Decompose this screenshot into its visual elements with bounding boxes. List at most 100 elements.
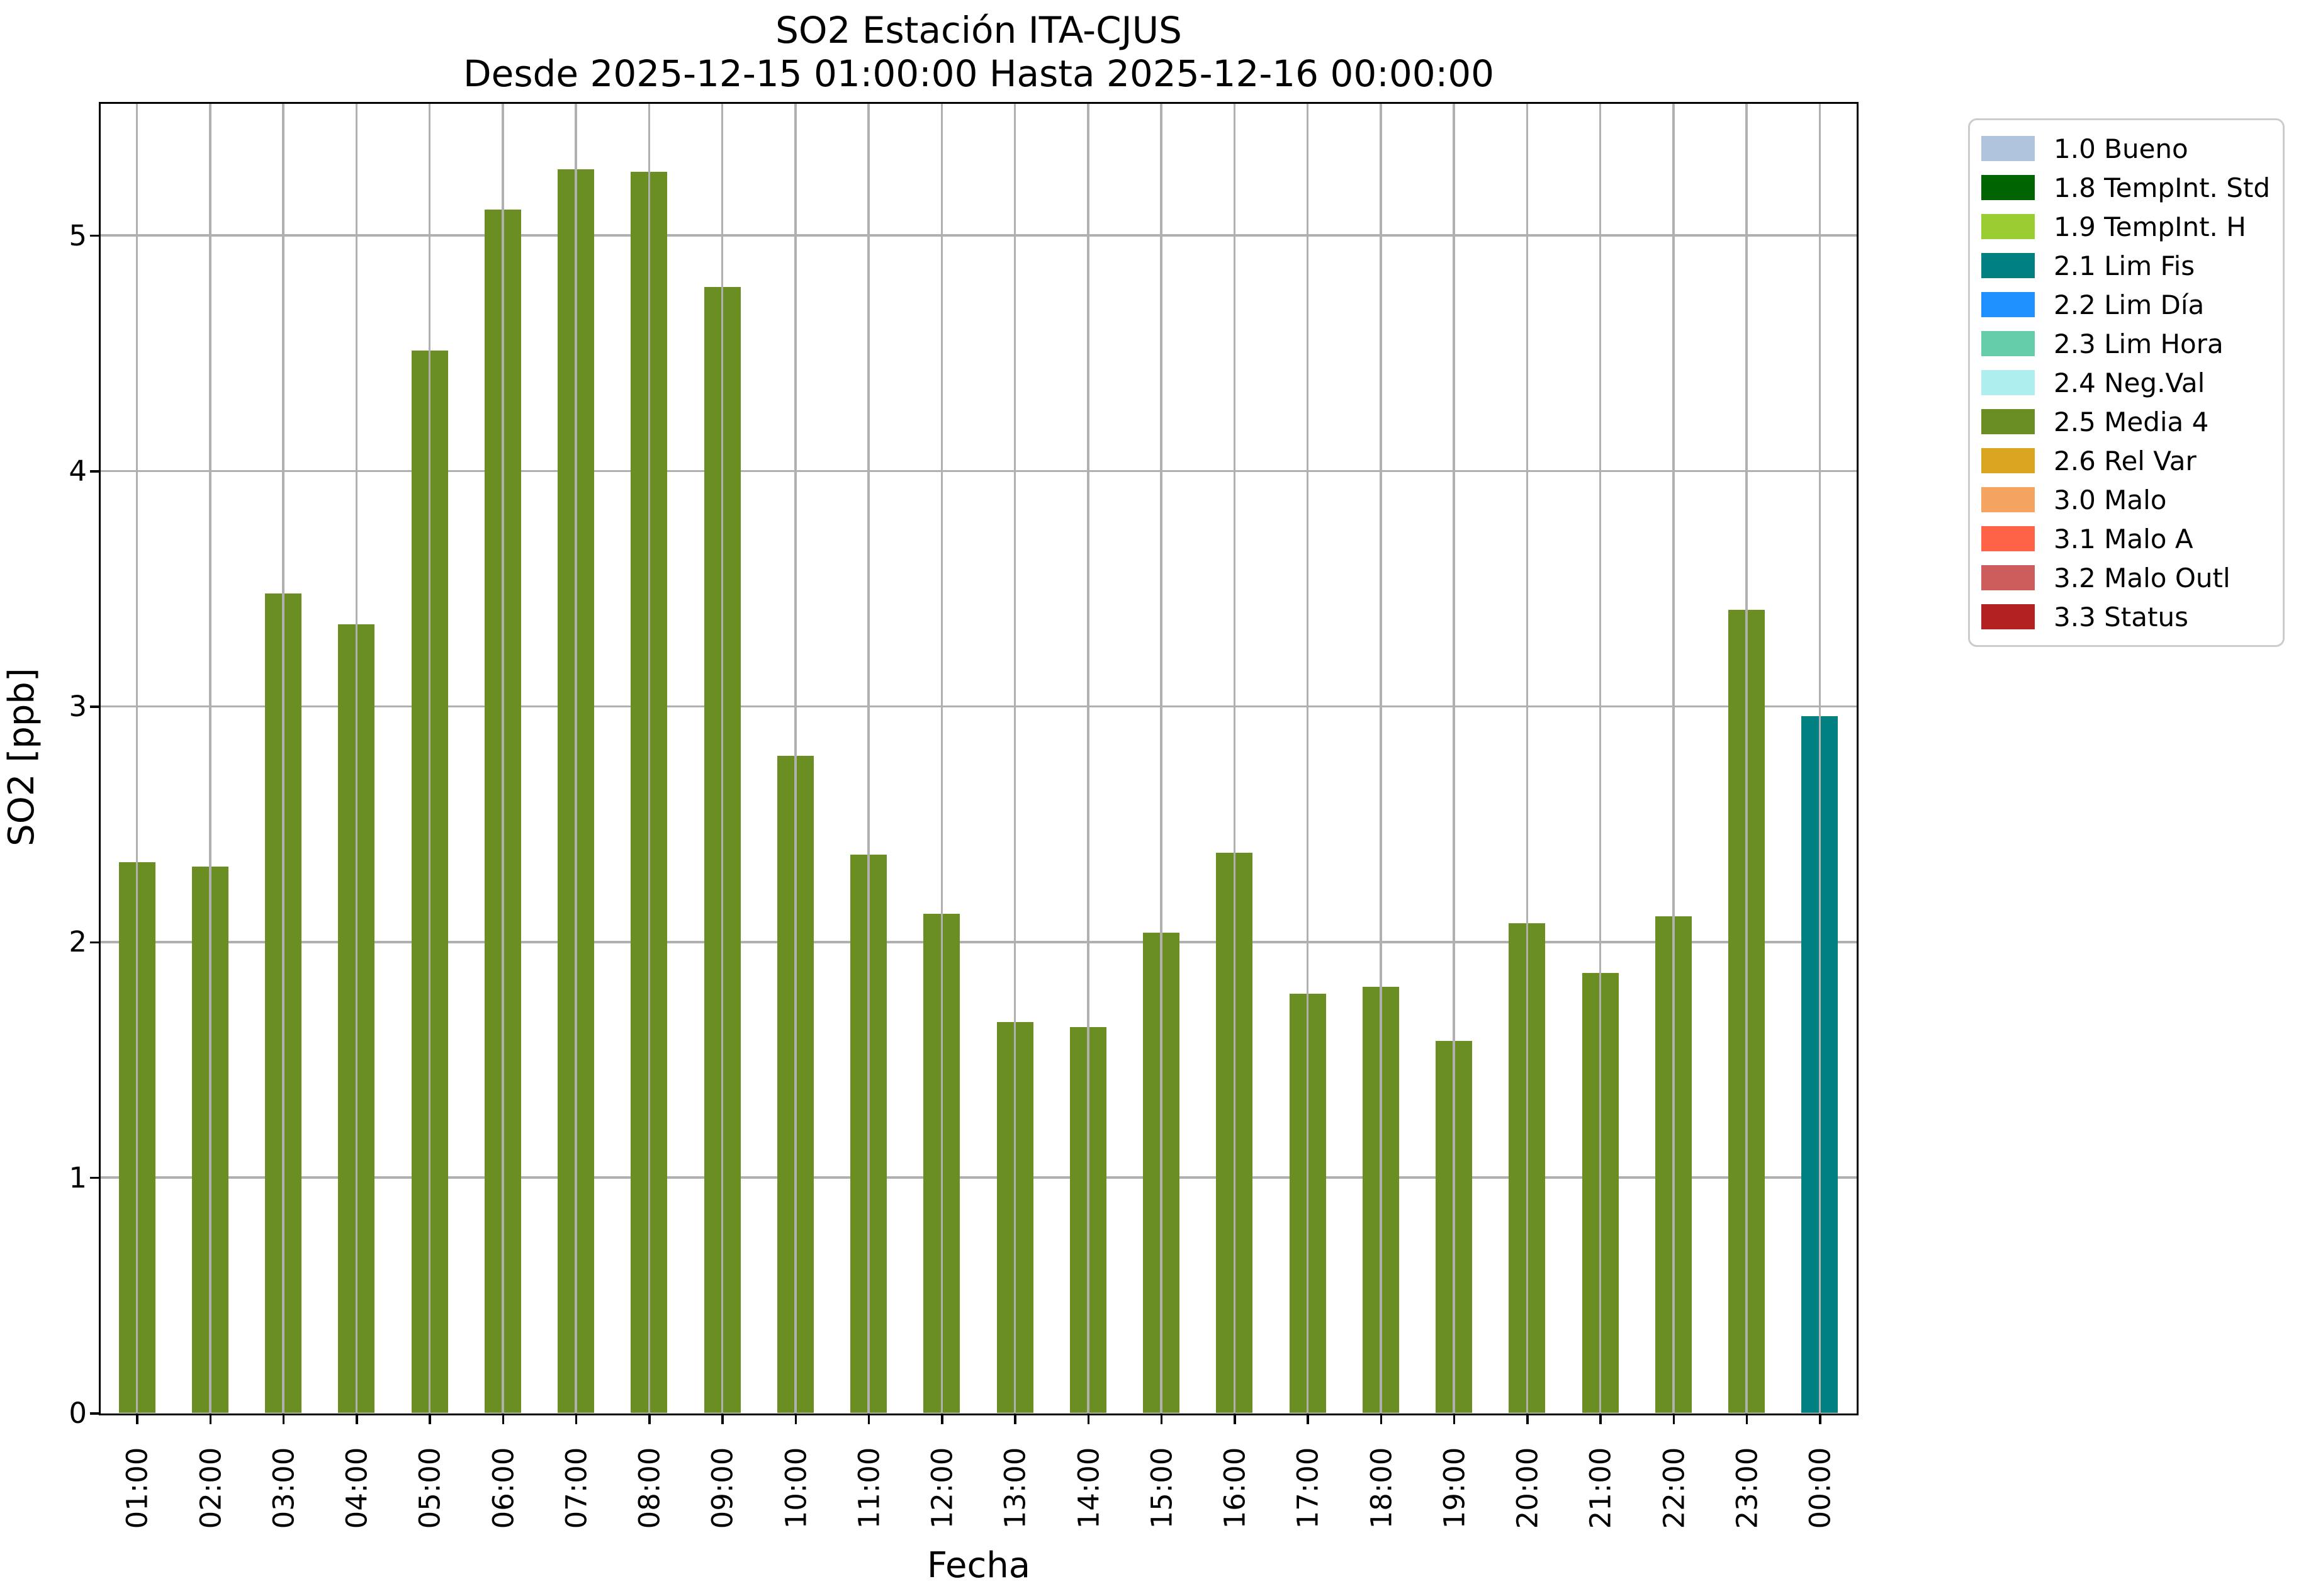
legend-label: 2.6 Rel Var [2054,445,2197,476]
legend-row: 2.3 Lim Hora [1981,324,2271,363]
x-tick-mark [1234,1415,1236,1424]
y-tick-mark [90,234,99,237]
x-tick-mark [575,1415,578,1424]
legend-swatch [1981,370,2035,395]
x-tick-mark [282,1415,285,1424]
gridline-vertical [1306,103,1309,1413]
gridline-vertical [794,103,797,1413]
gridline-vertical [502,103,504,1413]
x-tick-mark [941,1415,943,1424]
x-tick-mark [1599,1415,1602,1424]
legend-swatch [1981,565,2035,590]
x-tick-label: 00:00 [1770,1437,1871,1538]
gridline-vertical [575,103,577,1413]
x-tick-label-text: 11:00 [852,1447,886,1529]
chart-title-line2: Desde 2025-12-15 01:00:00 Hasta 2025-12-… [463,52,1495,95]
legend: 1.0 Bueno 1.8 TempInt. Std 1.9 TempInt. H 2… [1968,118,2285,647]
plot-inner [100,103,1857,1413]
x-axis-label: Fecha [926,1545,1031,1586]
x-tick-label-text: 18:00 [1364,1447,1398,1529]
legend-row: 1.9 TempInt. H [1981,207,2271,246]
chart-title: SO2 Estación ITA-CJUS Desde 2025-12-15 0… [101,9,1857,96]
x-tick-label-text: 16:00 [1218,1447,1252,1529]
legend-swatch [1981,487,2035,512]
x-tick-label-text: 08:00 [633,1447,667,1529]
x-tick-label-text: 10:00 [779,1447,813,1529]
x-tick-label-text: 23:00 [1730,1447,1764,1529]
x-tick-label-text: 01:00 [120,1447,154,1529]
x-tick-mark [356,1415,358,1424]
y-tick-mark [90,941,99,944]
x-tick-mark [1819,1415,1821,1424]
legend-row: 3.0 Malo [1981,480,2271,519]
gridline-horizontal [100,705,1857,708]
legend-swatch [1981,136,2035,161]
x-tick-label-text: 17:00 [1291,1447,1325,1529]
legend-row: 2.5 Media 4 [1981,402,2271,441]
legend-label: 1.0 Bueno [2054,133,2188,164]
y-tick-label: 3 [69,690,87,724]
gridline-vertical [1818,103,1821,1413]
x-tick-label-text: 19:00 [1437,1447,1471,1529]
gridline-vertical [721,103,724,1413]
legend-label: 2.3 Lim Hora [2054,328,2224,359]
x-tick-label-text: 20:00 [1511,1447,1544,1529]
x-tick-label-text: 04:00 [340,1447,374,1529]
x-tick-label-text: 13:00 [998,1447,1032,1529]
x-tick-label-text: 09:00 [706,1447,740,1529]
legend-label: 3.3 Status [2054,601,2188,632]
gridline-vertical [135,103,138,1413]
y-tick-mark [90,1412,99,1415]
chart-title-line1: SO2 Estación ITA-CJUS [775,9,1182,52]
x-tick-label-text: 15:00 [1145,1447,1179,1529]
legend-swatch [1981,214,2035,239]
legend-label: 3.2 Malo Outl [2054,562,2231,593]
x-tick-mark [721,1415,724,1424]
legend-row: 2.1 Lim Fis [1981,246,2271,285]
x-tick-mark [1672,1415,1675,1424]
x-tick-label-text: 03:00 [267,1447,301,1529]
gridline-vertical [940,103,943,1413]
gridline-vertical [355,103,358,1413]
x-tick-label-text: 06:00 [486,1447,520,1529]
legend-label: 3.1 Malo A [2054,523,2193,554]
x-tick-label-text: 02:00 [193,1447,227,1529]
gridline-vertical [1526,103,1529,1413]
y-axis-label: SO2 [ppb] [1,668,42,846]
y-tick-label: 4 [69,454,87,488]
legend-row: 3.2 Malo Outl [1981,558,2271,597]
gridline-horizontal [100,469,1857,473]
y-tick-mark [90,470,99,473]
x-tick-label-text: 21:00 [1584,1447,1617,1529]
plot-area [98,101,1859,1415]
x-tick-mark [502,1415,505,1424]
gridline-vertical [1380,103,1382,1413]
legend-swatch [1981,448,2035,473]
gridline-horizontal [100,1176,1857,1179]
legend-swatch [1981,253,2035,278]
legend-row: 2.4 Neg.Val [1981,363,2271,402]
y-tick-label: 0 [69,1396,87,1430]
x-tick-mark [1087,1415,1090,1424]
gridline-vertical [1160,103,1162,1413]
legend-row: 3.1 Malo A [1981,519,2271,558]
gridline-vertical [648,103,651,1413]
y-tick-mark [90,1176,99,1179]
legend-row: 1.8 TempInt. Std [1981,168,2271,207]
x-tick-mark [1745,1415,1748,1424]
x-tick-mark [1380,1415,1383,1424]
x-tick-mark [1526,1415,1529,1424]
y-tick-label: 1 [69,1160,87,1194]
gridline-vertical [1233,103,1236,1413]
legend-label: 3.0 Malo [2054,484,2167,515]
gridline-horizontal [100,234,1857,237]
x-tick-mark [1307,1415,1309,1424]
x-tick-label-text: 07:00 [560,1447,594,1529]
gridline-vertical [1599,103,1602,1413]
gridline-vertical [1745,103,1748,1413]
x-tick-label-text: 12:00 [925,1447,959,1529]
x-tick-mark [209,1415,212,1424]
legend-row: 2.2 Lim Día [1981,285,2271,324]
x-tick-mark [648,1415,651,1424]
